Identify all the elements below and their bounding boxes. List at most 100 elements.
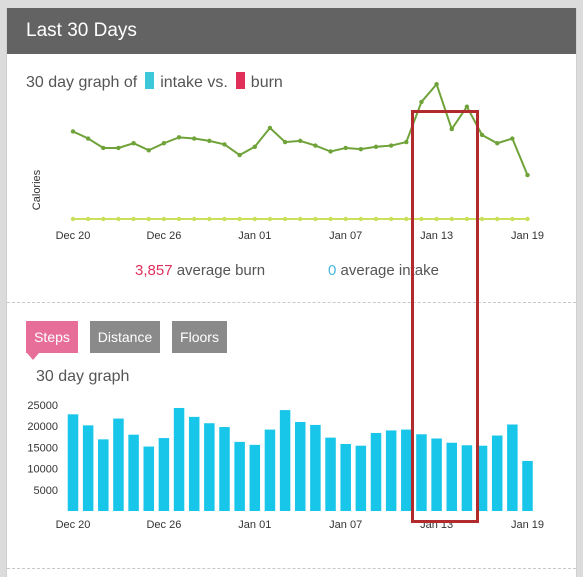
bottom-divider bbox=[7, 568, 576, 569]
steps-bar-15 bbox=[295, 421, 306, 511]
steps-bar-10 bbox=[219, 427, 230, 511]
point-intake-6 bbox=[161, 216, 167, 222]
calories-x-tick-1: Dec 26 bbox=[146, 230, 181, 242]
steps-x-tick-2: Jan 01 bbox=[238, 519, 271, 531]
steps-bar-26 bbox=[461, 445, 473, 511]
average-burn-value: 3,857 bbox=[135, 262, 173, 279]
steps-bar-13 bbox=[264, 429, 276, 511]
steps-bar-20 bbox=[370, 432, 382, 511]
point-burn-8 bbox=[192, 136, 197, 141]
steps-bar-22 bbox=[401, 429, 412, 511]
point-burn-30 bbox=[525, 172, 530, 178]
point-burn-5 bbox=[146, 148, 151, 153]
point-burn-18 bbox=[343, 145, 348, 151]
intake-legend-label: intake vs. bbox=[160, 74, 228, 91]
calories-graph-title: 30 day graph of intake vs. burn bbox=[26, 72, 283, 92]
point-burn-10 bbox=[222, 142, 227, 147]
point-burn-9 bbox=[207, 138, 212, 144]
tab-floors[interactable]: Floors bbox=[172, 321, 227, 353]
average-burn: 3,857 average burn bbox=[135, 262, 265, 279]
steps-y-tick-0: 5000 bbox=[34, 485, 58, 497]
steps-bar-4 bbox=[128, 434, 139, 511]
point-intake-2 bbox=[101, 216, 106, 222]
point-intake-12 bbox=[252, 216, 257, 222]
point-intake-21 bbox=[388, 216, 394, 222]
point-intake-28 bbox=[495, 216, 500, 222]
steps-bar-16 bbox=[310, 424, 321, 511]
steps-bar-8 bbox=[188, 416, 200, 511]
steps-x-tick-1: Dec 26 bbox=[146, 519, 181, 531]
steps-bar-3 bbox=[113, 418, 124, 511]
steps-bar-7 bbox=[173, 407, 185, 511]
average-burn-label: average burn bbox=[176, 262, 266, 279]
average-intake-value: 0 bbox=[328, 262, 337, 279]
steps-bar-25 bbox=[446, 442, 457, 511]
point-intake-18 bbox=[343, 216, 348, 222]
steps-x-tick-3: Jan 07 bbox=[329, 519, 362, 531]
calories-x-tick-5: Jan 19 bbox=[511, 230, 544, 242]
intake-legend-swatch bbox=[145, 72, 155, 89]
point-burn-29 bbox=[510, 136, 515, 141]
point-intake-16 bbox=[313, 216, 318, 222]
point-burn-23 bbox=[419, 99, 424, 105]
active-tab-pointer bbox=[27, 353, 39, 360]
steps-bar-0 bbox=[67, 414, 79, 511]
point-intake-30 bbox=[525, 216, 530, 222]
steps-bar-18 bbox=[340, 444, 351, 511]
steps-bar-27 bbox=[476, 445, 488, 511]
steps-graph-subtitle: 30 day graph bbox=[36, 368, 130, 385]
calories-title-prefix: 30 day graph of bbox=[26, 74, 138, 91]
point-burn-12 bbox=[252, 144, 257, 149]
point-burn-27 bbox=[479, 132, 485, 138]
point-intake-11 bbox=[237, 216, 242, 222]
point-burn-3 bbox=[116, 145, 121, 151]
steps-bar-19 bbox=[355, 445, 367, 511]
point-burn-24 bbox=[434, 82, 439, 87]
tab-steps[interactable]: Steps bbox=[26, 321, 78, 353]
steps-y-tick-1: 10000 bbox=[27, 464, 58, 476]
point-burn-2 bbox=[101, 145, 106, 151]
point-intake-15 bbox=[298, 216, 303, 222]
steps-bar-23 bbox=[416, 434, 427, 511]
point-intake-4 bbox=[131, 216, 136, 222]
point-burn-26 bbox=[464, 104, 470, 109]
point-burn-19 bbox=[358, 146, 364, 152]
calories-x-tick-0: Dec 20 bbox=[56, 230, 91, 242]
steps-bar-28 bbox=[491, 435, 503, 511]
steps-bar-24 bbox=[431, 438, 442, 511]
calories-y-axis-label: Calories bbox=[31, 169, 43, 210]
steps-bar-1 bbox=[82, 425, 94, 511]
steps-bar-14 bbox=[279, 410, 291, 511]
point-burn-15 bbox=[298, 138, 303, 144]
section-divider bbox=[7, 302, 576, 303]
calories-x-tick-3: Jan 07 bbox=[329, 230, 362, 242]
calories-x-tick-2: Jan 01 bbox=[238, 230, 271, 242]
point-intake-19 bbox=[358, 216, 364, 222]
tab-distance[interactable]: Distance bbox=[90, 321, 160, 353]
point-burn-4 bbox=[131, 141, 136, 146]
steps-bar-6 bbox=[158, 438, 170, 511]
point-intake-20 bbox=[373, 216, 379, 222]
point-intake-14 bbox=[282, 216, 288, 222]
steps-y-tick-4: 25000 bbox=[27, 400, 58, 412]
point-intake-5 bbox=[146, 216, 151, 222]
steps-bar-2 bbox=[98, 439, 109, 511]
point-intake-22 bbox=[404, 216, 409, 222]
steps-bar-9 bbox=[204, 423, 215, 511]
burn-legend-swatch bbox=[235, 72, 245, 89]
steps-bar-30 bbox=[522, 460, 533, 511]
steps-bar-29 bbox=[507, 424, 518, 511]
point-burn-28 bbox=[495, 141, 500, 146]
steps-x-tick-0: Dec 20 bbox=[56, 519, 91, 531]
point-intake-0 bbox=[70, 216, 76, 222]
point-burn-13 bbox=[267, 125, 273, 131]
point-burn-17 bbox=[328, 149, 333, 154]
card-header: Last 30 Days bbox=[7, 8, 576, 54]
point-intake-7 bbox=[176, 216, 182, 222]
burn-legend-label: burn bbox=[250, 74, 283, 91]
point-burn-7 bbox=[176, 135, 182, 140]
steps-bar-11 bbox=[234, 441, 245, 511]
steps-y-tick-3: 20000 bbox=[27, 421, 58, 433]
card-title: Last 30 Days bbox=[26, 20, 137, 41]
steps-y-tick-2: 15000 bbox=[27, 442, 58, 454]
